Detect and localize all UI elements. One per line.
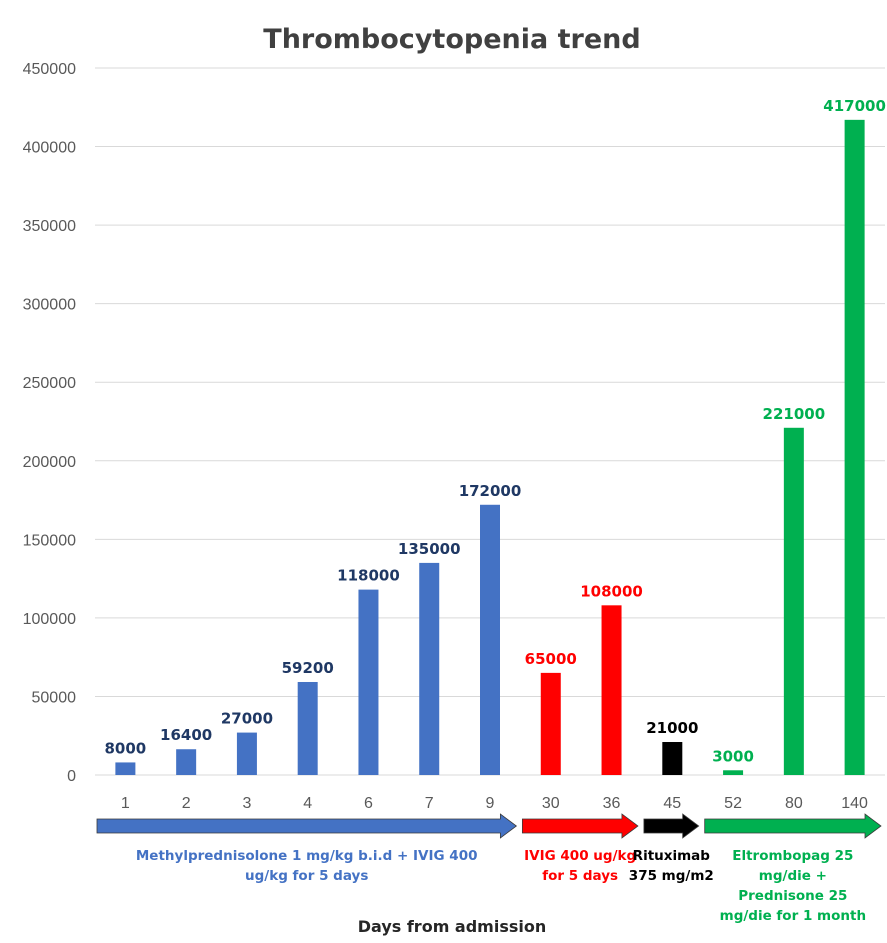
x-tick-label: 7 bbox=[425, 795, 434, 812]
data-label: 59200 bbox=[282, 659, 334, 677]
x-tick-label: 4 bbox=[303, 795, 312, 812]
y-tick-label: 250000 bbox=[23, 375, 76, 392]
treatment-arrows: Methylprednisolone 1 mg/kg b.i.d + IVIG … bbox=[96, 813, 882, 924]
treatment-note: 375 mg/m2 bbox=[629, 868, 714, 884]
x-tick-label: 6 bbox=[364, 795, 373, 812]
x-axis-tick-labels: 1 2 3 4 6 7 9 30 36 45 52 80 140 bbox=[121, 795, 868, 812]
data-labels: 8000 16400 27000 59200 118000 135000 172000 650… bbox=[105, 97, 886, 765]
x-tick-label: 140 bbox=[841, 795, 868, 812]
y-tick-label: 150000 bbox=[23, 532, 76, 549]
treatment-note: Methylprednisolone 1 mg/kg b.i.d + IVIG … bbox=[136, 848, 478, 864]
treatment-note: Rituximab bbox=[633, 848, 711, 864]
y-tick-label: 400000 bbox=[23, 140, 76, 157]
treatment-note: mg/die + bbox=[759, 868, 827, 884]
bar-day-9 bbox=[480, 504, 500, 775]
treatment-note: for 5 days bbox=[542, 868, 618, 884]
y-tick-label: 350000 bbox=[23, 218, 76, 235]
gridlines bbox=[95, 67, 885, 776]
data-label: 65000 bbox=[525, 650, 577, 668]
bar-day-6 bbox=[358, 589, 379, 775]
chart-title: Thrombocytopenia trend bbox=[263, 24, 640, 55]
bar-day-140 bbox=[844, 119, 865, 775]
x-tick-label: 9 bbox=[486, 795, 495, 812]
data-label: 3000 bbox=[712, 747, 754, 765]
treatment-note: mg/die for 1 month bbox=[720, 908, 866, 924]
y-tick-label: 50000 bbox=[32, 689, 77, 706]
treatment-note: Eltrombopag 25 bbox=[732, 848, 853, 864]
data-label: 27000 bbox=[221, 710, 273, 728]
y-tick-label: 300000 bbox=[23, 297, 76, 314]
bar-day-2 bbox=[176, 749, 197, 775]
y-tick-label: 100000 bbox=[23, 611, 76, 628]
data-label: 221000 bbox=[763, 405, 826, 423]
x-tick-label: 80 bbox=[785, 795, 803, 812]
bar-day-52 bbox=[723, 770, 744, 775]
data-label: 8000 bbox=[105, 739, 147, 757]
x-tick-label: 36 bbox=[603, 795, 621, 812]
treatment-arrow bbox=[643, 813, 700, 839]
x-tick-label: 30 bbox=[542, 795, 560, 812]
treatment-arrow bbox=[521, 813, 639, 839]
bar-day-4 bbox=[297, 681, 318, 775]
treatment-note: ug/kg for 5 days bbox=[245, 868, 368, 884]
x-tick-label: 45 bbox=[663, 795, 681, 812]
data-label: 16400 bbox=[160, 726, 212, 744]
treatment-arrow bbox=[96, 813, 518, 839]
y-tick-label: 200000 bbox=[23, 454, 76, 471]
x-axis-title: Days from admission bbox=[358, 917, 547, 936]
data-label: 108000 bbox=[580, 582, 643, 600]
y-tick-label: 450000 bbox=[23, 61, 76, 78]
y-tick-label: 0 bbox=[67, 768, 76, 785]
bars bbox=[115, 119, 865, 775]
bar-day-36 bbox=[601, 605, 622, 775]
bar-day-7 bbox=[419, 562, 440, 775]
x-tick-label: 2 bbox=[182, 795, 191, 812]
treatment-arrow bbox=[704, 813, 882, 839]
treatment-note: IVIG 400 ug/kg bbox=[524, 848, 636, 864]
data-label: 172000 bbox=[459, 482, 522, 500]
bar-day-80 bbox=[783, 427, 804, 775]
bar-day-30 bbox=[540, 672, 561, 775]
data-label: 21000 bbox=[646, 719, 698, 737]
treatment-note: Prednisone 25 bbox=[738, 888, 847, 904]
bar-day-3 bbox=[236, 732, 257, 775]
bar-day-45 bbox=[662, 742, 683, 775]
x-tick-label: 3 bbox=[242, 795, 251, 812]
x-tick-label: 1 bbox=[121, 795, 130, 812]
data-label: 417000 bbox=[823, 97, 886, 115]
x-tick-label: 52 bbox=[724, 795, 742, 812]
bar-day-1 bbox=[115, 762, 136, 775]
y-axis-tick-labels: 0 50000 100000 150000 200000 250000 300000 3500… bbox=[23, 61, 76, 785]
data-label: 135000 bbox=[398, 540, 461, 558]
data-label: 118000 bbox=[337, 567, 400, 585]
